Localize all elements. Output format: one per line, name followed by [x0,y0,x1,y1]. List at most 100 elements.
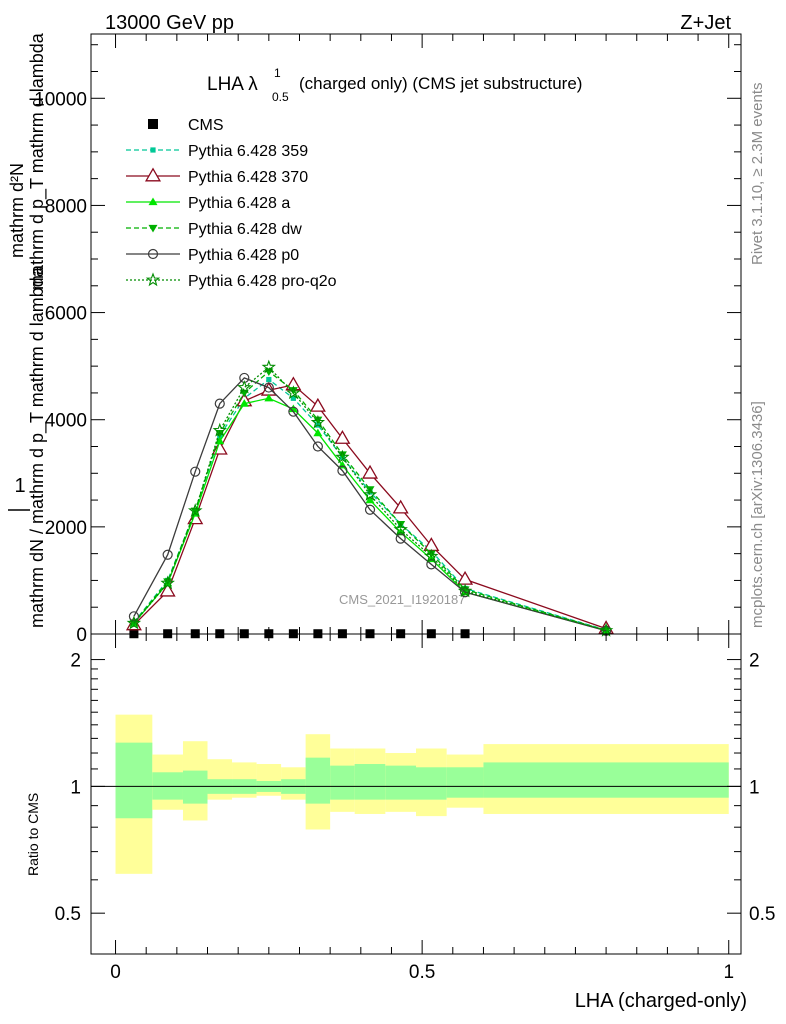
ratio-ytick-label-right: 2 [749,651,760,672]
data-point [239,399,249,407]
data-point [361,464,379,479]
rivet-label: Rivet 3.1.10, ≥ 2.3M events [749,83,766,266]
ratio-axes-group: 0.5 0.5 1 1 2 2 0 0.5 1 [55,634,775,983]
data-point [335,449,350,464]
series-line [133,366,607,632]
legend-label: Pythia 6.428 p0 [188,247,299,264]
main-ylabel-numerator: 1 [14,475,25,497]
data-point [288,406,299,417]
data-point [237,380,252,394]
data-point [309,397,326,412]
ratio-ytick-label-right: 1 [749,777,760,798]
ratio-ytick-label-right: 0.5 [749,904,775,925]
ratio-ytick-label: 1 [70,777,81,798]
data-point [159,582,176,597]
legend: CMS Pythia 6.428 359 Pythia 6.428 370 Pythi… [126,117,337,290]
chart-title-rest: (charged only) (CMS jet substructure) [299,74,582,93]
ratio-band-inner [330,765,355,800]
x-tick-label: 1 [723,962,734,983]
x-tick-label: 0.5 [409,962,435,983]
data-point [264,393,274,402]
chart-title-lha: LHA λ [207,74,258,95]
data-point [212,422,227,437]
x-tick-label: 0 [110,962,121,983]
data-point [392,499,409,514]
data-point [288,387,298,395]
chart-title-superscript: 1 [274,66,281,80]
main-ylabel-denominator: mathrm dN / mathrm d p_T mathrm d lambda [27,266,48,628]
data-point [395,533,406,544]
legend-marker [147,248,159,260]
data-point [393,521,408,536]
data-point [162,549,173,560]
series-line [133,370,607,631]
mcplots-label: mcplots.cern.ch [arXiv:1306.3436] [749,401,766,628]
data-point [286,385,301,400]
data-point [426,550,436,559]
data-point [126,615,142,630]
data-point [365,495,375,504]
ratio-ytick-label: 2 [70,651,81,672]
legend-label: Pythia 6.428 359 [188,143,308,160]
series-5 [128,372,612,636]
data-point [337,465,348,476]
main-ylabel-overlay-top: mathrm d²N [7,163,27,258]
main-ylabel-overlay-bottom: mathrm d p_T mathrm d lambda [27,32,48,290]
data-point [290,395,296,401]
main-ytick-label: 0 [76,625,87,646]
ratio-band-inner [416,767,447,800]
analysis-watermark: CMS_2021_I1920187 [339,592,466,607]
series-line [133,384,607,630]
data-point [313,416,323,425]
data-point [187,503,203,517]
legend-marker [148,119,158,129]
main-y-axis: 0 2000 4000 6000 8000 10000 [34,34,741,646]
legend-marker [148,224,158,233]
data-point [190,466,201,477]
data-point [337,451,347,460]
ratio-ytick-label: 0.5 [55,904,81,925]
ratio-band-inner [354,764,386,800]
data-point [457,583,473,598]
x-axis-label: LHA (charged-only) [575,990,747,1012]
legend-marker [144,167,162,182]
data-point [459,587,471,598]
main-ytick-label: 8000 [45,196,87,217]
data-point [160,575,175,590]
series-6 [126,359,614,637]
legend-marker [150,147,156,153]
data-point [364,504,376,515]
data-point [313,428,323,437]
legend-label: Pythia 6.428 dw [188,221,302,238]
ratio-panel-frame [90,633,742,955]
data-point [128,611,140,622]
main-ytick-label: 2000 [45,518,87,539]
ratio-band-inner [446,767,484,798]
ratio-ylabel: Ratio to CMS [25,793,41,876]
data-point [426,559,437,570]
main-ytick-label: 10000 [34,89,87,110]
main-ytick-label: 4000 [45,411,87,432]
data-point [261,359,276,374]
legend-label: Pythia 6.428 pro-q2o [188,273,337,290]
legend-label: CMS [188,117,224,134]
legend-label: Pythia 6.428 a [188,195,290,212]
data-point [214,398,225,409]
data-point [598,622,614,637]
main-ytick-label: 6000 [45,304,87,325]
data-point [266,376,272,383]
legend-marker [148,197,158,206]
ratio-band-inner [182,770,208,804]
ratio-band-inner [385,765,416,800]
legend-label: Pythia 6.428 370 [188,169,308,186]
data-point [264,368,274,376]
data-point [362,487,378,501]
ratio-band-inner [115,742,153,819]
data-point [312,441,323,452]
legend-marker [145,272,161,287]
series-line [133,377,607,632]
data-point [310,414,326,429]
energy-label: 13000 GeV pp [105,12,234,34]
